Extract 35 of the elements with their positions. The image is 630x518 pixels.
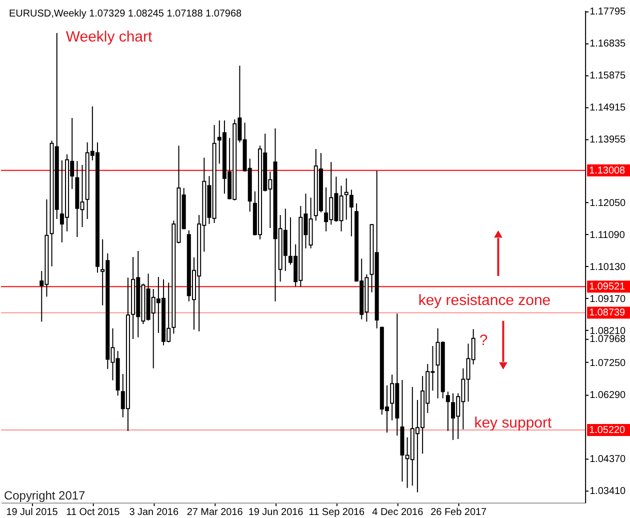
x-tick-label: 11 Sep 2016 [308,507,366,518]
y-tick-label: 1.15875 [590,70,626,82]
y-tick-label: 1.04370 [590,454,626,465]
y-tick-label: 1.11090 [590,230,626,241]
x-tick-label: 19 Jul 2015 [6,507,58,518]
x-tick-label: 26 Feb 2017 [430,507,488,518]
y-tick-label: 1.07968 [590,334,626,345]
ref-line-label: 1.05220 [589,424,626,436]
annotation: key support [474,414,552,432]
candlestick [446,391,450,432]
y-tick-label: 1.12050 [590,198,626,209]
x-tick-label: 19 Jun 2016 [248,507,304,518]
annotation: key resistance zone [418,292,551,309]
annotation: Weekly chart [66,28,153,46]
y-tick-label: 1.09170 [590,294,626,305]
candlestick [344,178,348,220]
candlestick [349,189,354,237]
y-tick-label: 1.03410 [590,486,626,497]
y-tick-label: 1.06290 [590,390,626,401]
ref-line-label: 1.09521 [589,282,626,293]
chart-title: EURUSD,Weekly 1.07329 1.08245 1.07188 1.07968 [8,8,242,20]
annotation: Copyright 2017 [4,488,86,503]
y-tick-label: 1.16835 [590,38,626,50]
ref-line-label: 1.13008 [589,165,626,176]
ref-line-label: 1.08739 [589,308,626,319]
x-tick-label: 3 Jan 2016 [129,507,179,518]
y-tick-label: 1.07250 [590,358,626,369]
y-tick-label: 1.17795 [590,6,626,18]
x-tick-label: 27 Mar 2016 [186,507,244,518]
x-tick-label: 11 Oct 2015 [66,507,120,518]
y-tick-label: 1.13955 [590,134,626,146]
y-tick-label: 1.14915 [590,102,626,114]
y-tick-label: 1.10130 [590,262,626,273]
annotation: ? [479,332,488,349]
x-tick-label: 4 Dec 2016 [372,507,424,518]
